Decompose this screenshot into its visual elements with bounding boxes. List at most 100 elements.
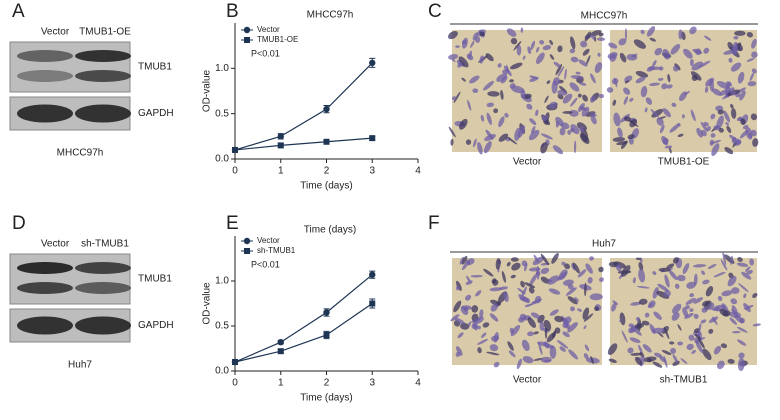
cell <box>455 280 462 291</box>
cell <box>498 116 505 128</box>
cell <box>658 267 671 272</box>
cell <box>475 290 482 297</box>
cell <box>661 349 672 356</box>
cell <box>619 312 626 326</box>
cell <box>737 357 745 372</box>
cell <box>470 40 475 48</box>
cell <box>627 134 635 140</box>
cell <box>678 29 683 40</box>
cell <box>635 257 642 261</box>
cell <box>691 74 698 81</box>
x-tick-label: 3 <box>369 378 375 389</box>
cell <box>702 279 710 285</box>
blot-band <box>75 262 131 274</box>
cell <box>736 262 749 267</box>
cell <box>707 263 717 270</box>
cell <box>520 280 525 288</box>
cell <box>684 313 694 319</box>
cell <box>519 296 530 302</box>
cell <box>577 308 582 312</box>
cell <box>727 358 735 364</box>
marker <box>369 135 376 142</box>
marker <box>277 348 284 355</box>
cell <box>501 271 506 283</box>
cell <box>528 286 535 294</box>
cell <box>668 146 672 154</box>
cell <box>458 118 468 130</box>
cell <box>513 41 522 51</box>
blot-band <box>17 70 73 82</box>
legend-label: TMUB1-OE <box>257 35 298 44</box>
cell <box>732 41 738 56</box>
blot-band <box>17 50 73 62</box>
cell <box>450 314 460 322</box>
cell <box>720 343 728 349</box>
panel-letter: F <box>428 213 440 234</box>
cell <box>677 324 682 331</box>
cell <box>597 37 606 41</box>
cell <box>448 54 459 60</box>
cell-line-label: MHCC97h <box>57 148 104 159</box>
cell <box>524 282 536 288</box>
cell <box>457 62 463 68</box>
cell <box>647 302 654 308</box>
cell <box>510 37 518 45</box>
cell <box>533 357 544 361</box>
cell <box>522 356 534 364</box>
cell <box>538 341 543 356</box>
cell <box>493 361 500 368</box>
cell <box>454 317 465 325</box>
cell <box>708 302 715 310</box>
marker <box>232 359 238 365</box>
cell <box>457 332 464 339</box>
cell <box>624 80 630 84</box>
cell <box>530 312 541 319</box>
cell <box>465 280 473 285</box>
cell <box>477 141 483 155</box>
cell <box>461 77 466 82</box>
cell <box>511 85 525 94</box>
cell <box>563 263 570 270</box>
cell <box>531 126 536 134</box>
cell <box>742 124 749 130</box>
blot-membrane <box>9 41 131 93</box>
cell <box>574 297 579 302</box>
cell <box>730 90 736 96</box>
cell <box>680 358 688 365</box>
cell <box>750 113 758 121</box>
cell <box>689 308 694 313</box>
cell <box>644 312 650 318</box>
cell <box>704 86 709 93</box>
cell <box>739 317 745 324</box>
cell <box>716 115 724 129</box>
x-tick-label: 2 <box>324 378 330 389</box>
cell <box>453 91 461 104</box>
blot-band <box>75 316 131 335</box>
cell <box>484 133 496 142</box>
cell <box>507 137 518 145</box>
cell <box>635 316 640 321</box>
cell <box>683 48 693 59</box>
cell <box>539 321 545 331</box>
cell <box>623 96 629 105</box>
cell <box>590 355 594 365</box>
cell <box>700 319 707 324</box>
cell <box>480 114 485 122</box>
cell <box>573 140 577 154</box>
cell <box>672 354 679 364</box>
cell <box>637 285 650 289</box>
x-axis-label: Time (days) <box>300 393 352 404</box>
cell <box>685 297 696 305</box>
cell <box>719 308 729 317</box>
cell <box>483 80 494 91</box>
cell <box>479 309 484 319</box>
cell <box>583 353 589 360</box>
cell <box>479 55 484 64</box>
cell <box>617 270 632 274</box>
cell <box>477 347 482 354</box>
cell <box>450 138 454 146</box>
cell <box>562 111 573 114</box>
cell <box>738 283 749 293</box>
cell <box>570 75 584 80</box>
cell <box>681 114 685 119</box>
